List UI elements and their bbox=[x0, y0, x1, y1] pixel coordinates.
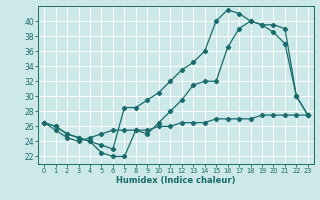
X-axis label: Humidex (Indice chaleur): Humidex (Indice chaleur) bbox=[116, 176, 236, 185]
